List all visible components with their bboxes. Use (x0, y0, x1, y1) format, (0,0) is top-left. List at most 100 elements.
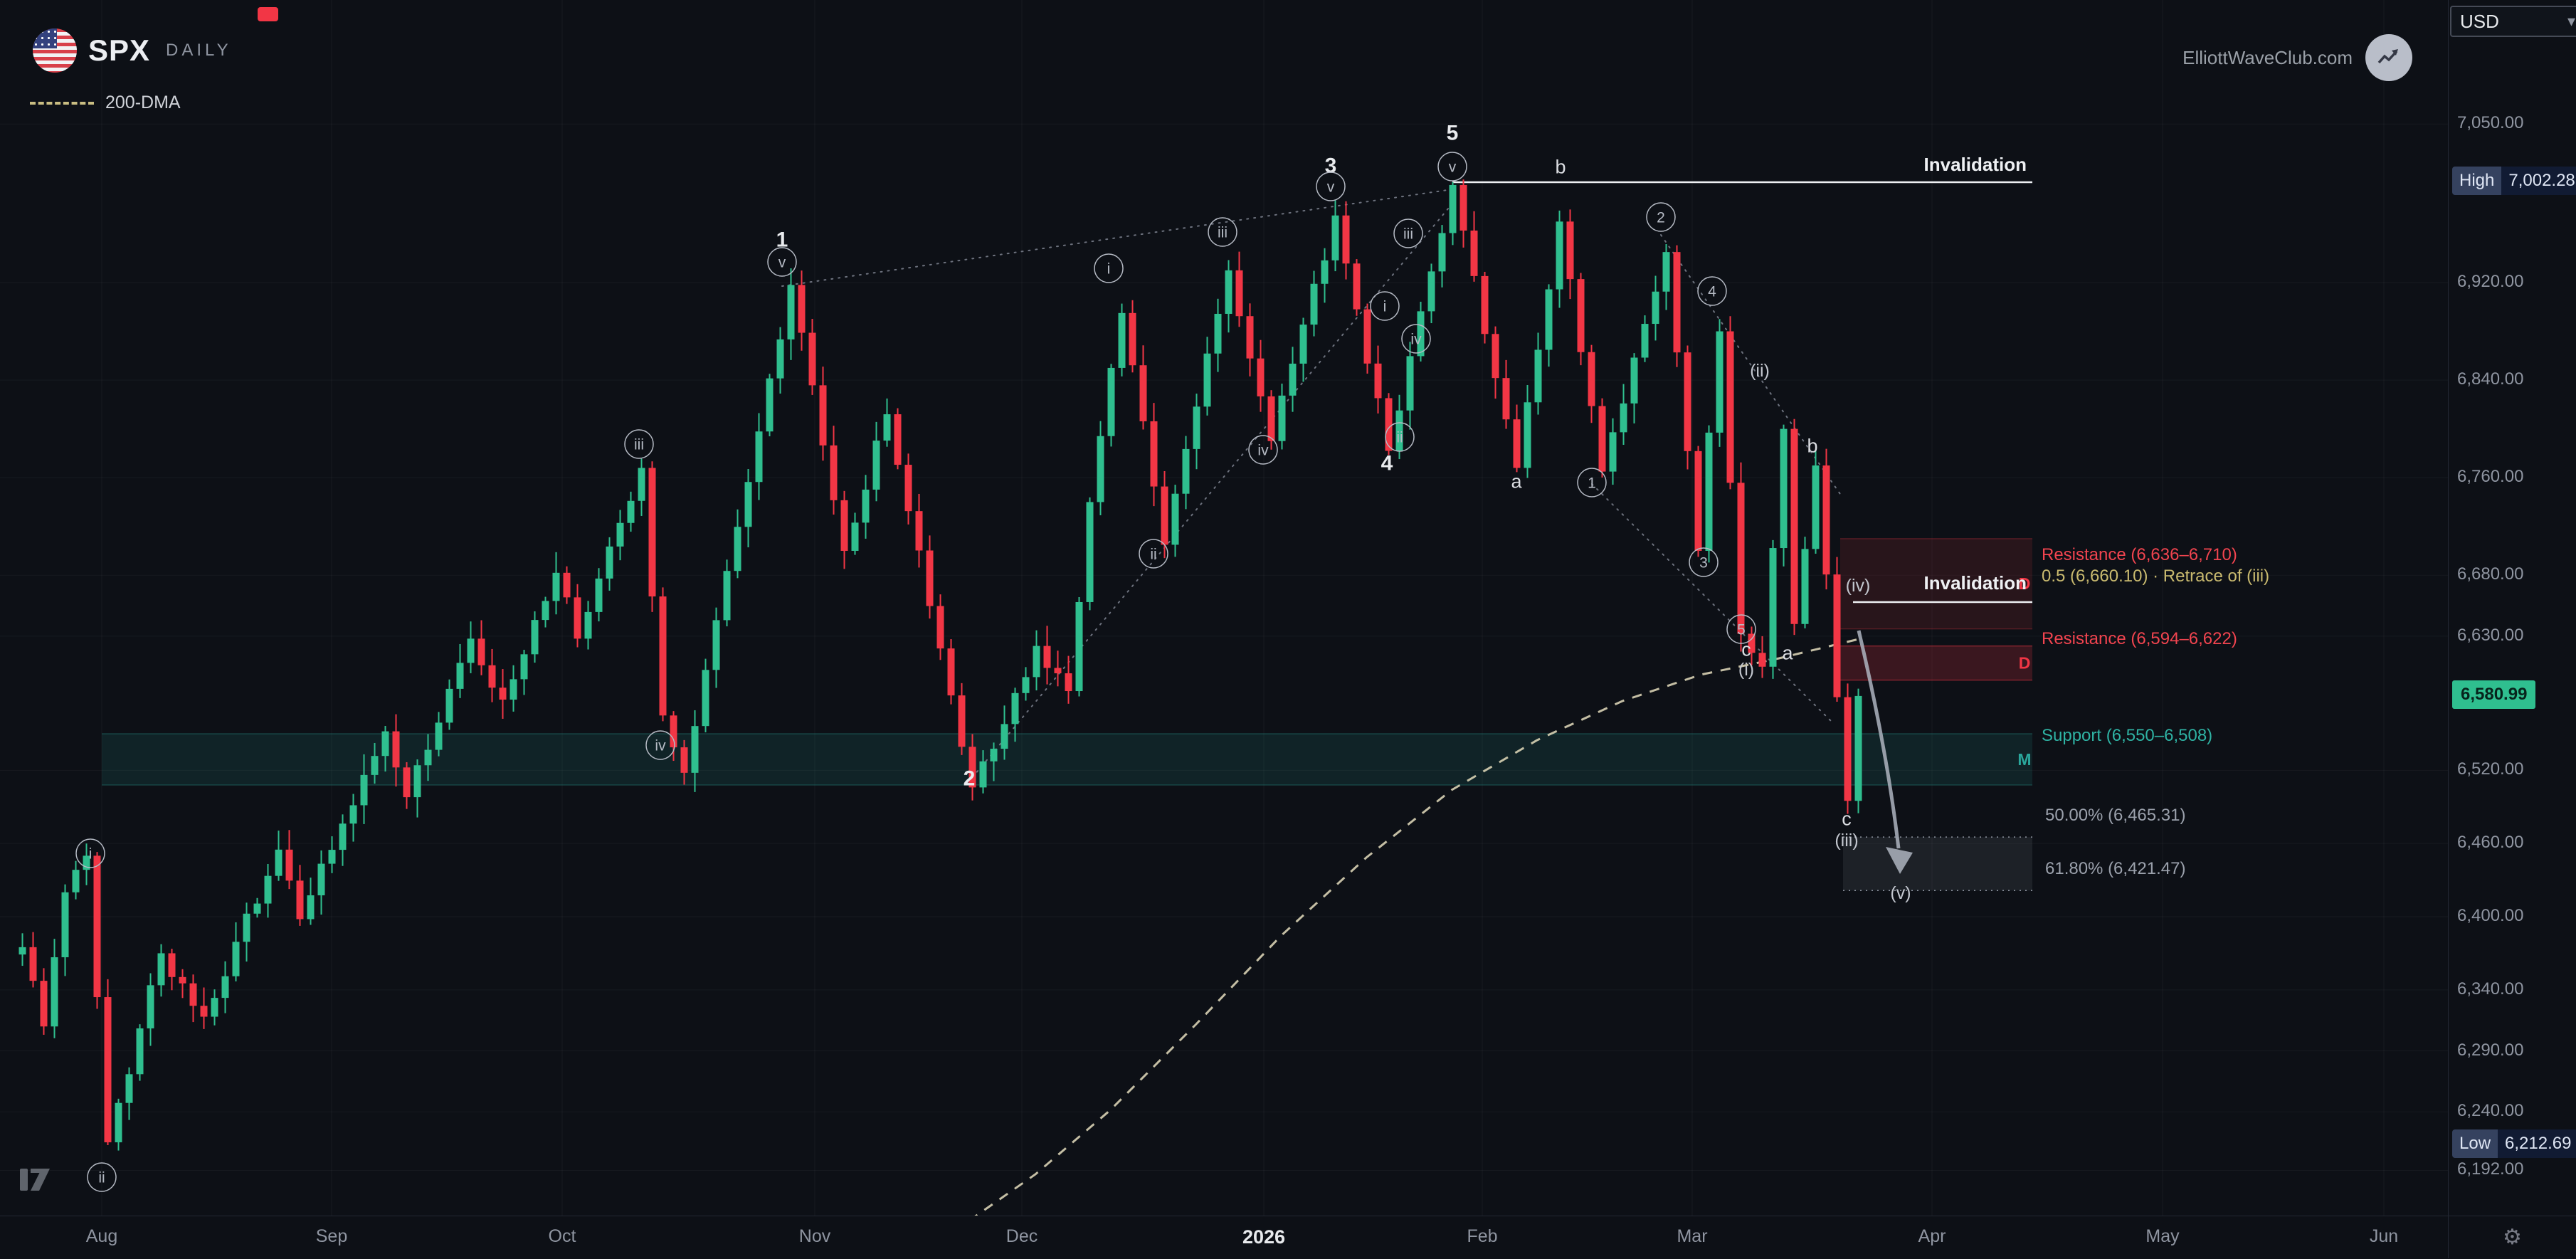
wave-label: iv (655, 737, 666, 754)
grid-lines (0, 0, 2448, 1216)
symbol-title: SPX (88, 33, 151, 67)
fib-retracement (1843, 836, 2032, 891)
wave-label: 1 (776, 228, 788, 252)
time-axis[interactable]: Aug Sep Oct Nov Dec 2026 Feb Mar Apr May Jun (0, 1216, 2448, 1259)
wave-label: v (1327, 179, 1335, 195)
price-tick-label: 6,192.00 (2457, 1159, 2524, 1179)
symbol-header: SPX DAILY (33, 28, 232, 73)
spx-flag-logo (33, 28, 77, 73)
time-tick-label: Mar (1677, 1226, 1708, 1246)
ma200-line-swatch (30, 101, 94, 105)
wave-label: 2 (964, 767, 976, 791)
wave-label: i (1107, 260, 1111, 277)
time-tick-label: 2026 (1242, 1226, 1286, 1248)
wave-label: i (1383, 298, 1387, 315)
time-tick-label: May (2145, 1226, 2180, 1246)
wave-label: 4 (1708, 283, 1716, 300)
high-price-badge: High 7,002.28 (2452, 167, 2576, 195)
price-tick-label: 6,290.00 (2457, 1040, 2524, 1060)
candlestick-series (19, 179, 1862, 1151)
currency-value: USD (2460, 10, 2499, 32)
low-badge-value: 6,212.69 (2498, 1129, 2576, 1158)
wave-label: v (778, 254, 786, 270)
wave-label: iv (1257, 442, 1269, 458)
high-badge-value: 7,002.28 (2501, 167, 2576, 195)
time-tick-label: Dec (1005, 1226, 1038, 1246)
time-tick-label: Jun (2369, 1226, 2399, 1246)
resistance-lower-zone (1840, 646, 2032, 680)
gear-icon[interactable]: ⚙ (2503, 1226, 2522, 1249)
time-tick-label: Oct (548, 1226, 576, 1246)
wave-label: a (1511, 470, 1522, 492)
price-tick-label: 6,760.00 (2457, 467, 2524, 487)
price-tick-label: 6,400.00 (2457, 906, 2524, 926)
wave-label: ii (1396, 429, 1403, 446)
wave-label: (v) (1890, 883, 1911, 903)
resistance-upper-edge-letter: D (2019, 574, 2031, 593)
price-tick-label: 7,050.00 (2457, 113, 2524, 133)
time-tick-label: Sep (315, 1226, 348, 1246)
wave-label: b (1807, 435, 1817, 456)
wave-label: 2 (1657, 209, 1665, 226)
price-tick-label: 6,840.00 (2457, 369, 2524, 389)
wave-label: v (1449, 159, 1457, 175)
wave-label: (ii) (1750, 361, 1770, 381)
price-tick-label: 6,920.00 (2457, 271, 2524, 291)
wave-label: 1 (1588, 475, 1596, 491)
time-tick-label: Nov (798, 1226, 831, 1246)
wave-label: ii (1150, 546, 1156, 562)
ma200-line (974, 638, 1859, 1216)
invalidation-label: Invalidation (1924, 572, 2027, 594)
wave-label: iii (1218, 224, 1228, 241)
wave-label: (iv) (1846, 576, 1871, 596)
chevron-down-icon: ▾ (2567, 12, 2575, 30)
low-price-badge: Low 6,212.69 (2452, 1129, 2576, 1158)
wave-label: 3 (1325, 154, 1337, 178)
last-price-value: 6,580.99 (2461, 684, 2528, 704)
wave-label: (iii) (1835, 831, 1858, 850)
price-zones (102, 538, 2032, 786)
wave-label: c (1741, 638, 1751, 660)
wave-label: 5 (1737, 621, 1746, 638)
chart-plot-area[interactable]: 1 2 3 4 5 i ii iii iv v i ii iii iv v i ii iii iv v 1 2 3 4 5 a b c… (0, 0, 2448, 1216)
invalidation-lines (1452, 181, 2032, 604)
wave-label: ii (98, 1169, 105, 1186)
avatar (2365, 34, 2412, 81)
price-tick-label: 6,520.00 (2457, 759, 2524, 779)
time-tick-label: Aug (85, 1226, 118, 1246)
low-badge-label: Low (2452, 1129, 2498, 1158)
projection-arrow-head (1886, 847, 1913, 874)
price-tick-label: 6,240.00 (2457, 1101, 2524, 1121)
invalidation-label: Invalidation (1924, 154, 2027, 175)
wave-label: 3 (1699, 554, 1708, 571)
support-zone (102, 734, 2032, 785)
support-edge-letter: M (2017, 750, 2031, 769)
price-tick-label: 6,630.00 (2457, 625, 2524, 645)
price-tick-label: 6,460.00 (2457, 833, 2524, 853)
price-axis[interactable]: 7,050.00 6,920.00 6,840.00 6,760.00 6,680.00… (2448, 0, 2576, 1216)
wave-label: iii (634, 436, 644, 453)
tradingview-logo-icon (20, 1169, 50, 1191)
resistance-lower-edge-letter: D (2019, 654, 2031, 673)
wave-label: 4 (1381, 452, 1393, 475)
wave-label: 5 (1447, 122, 1459, 145)
wave-label: iv (1410, 331, 1422, 347)
projection-arrow (1857, 630, 1901, 849)
indicator-legend[interactable]: 200-DMA (30, 93, 181, 113)
high-badge-label: High (2452, 167, 2502, 195)
wave-label: a (1782, 642, 1793, 663)
ma200-legend-label: 200-DMA (105, 93, 181, 112)
dotted-trendlines (781, 189, 1844, 784)
wave-label: iii (1403, 226, 1413, 242)
timeframe-label: DAILY (166, 41, 232, 60)
tradingview-logo[interactable] (17, 1157, 54, 1199)
currency-selector[interactable]: USD ▾ (2450, 6, 2576, 37)
watermark-group: ElliottWaveClub.com (2182, 34, 2412, 81)
price-tick-label: 6,340.00 (2457, 979, 2524, 999)
time-tick-label: Feb (1467, 1226, 1498, 1246)
wave-label: c (1842, 808, 1852, 829)
axis-settings-corner: ⚙ (2448, 1216, 2576, 1258)
site-watermark: ElliottWaveClub.com (2182, 46, 2353, 68)
